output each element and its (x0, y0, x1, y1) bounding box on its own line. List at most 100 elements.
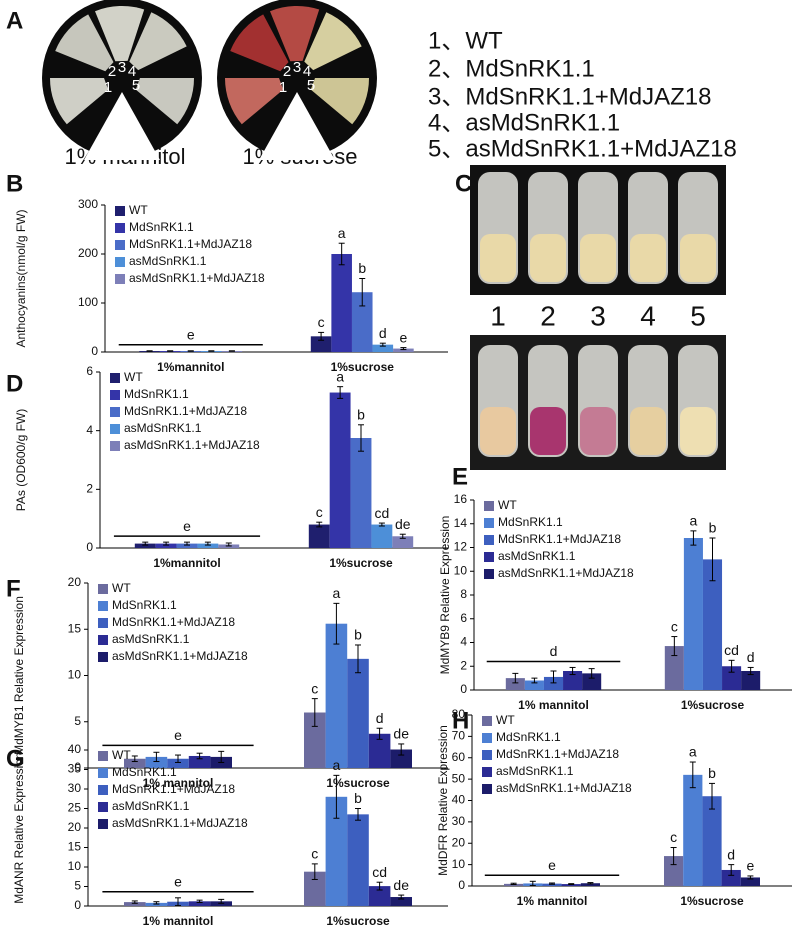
tube-number: 4 (640, 300, 656, 331)
x-tick-label: 1% mannitol (143, 776, 214, 790)
bar (390, 749, 412, 768)
y-axis-label: MdMYB9 Relative Expression (438, 516, 452, 675)
x-tick-label: 1%mannitol (157, 360, 224, 374)
bar (664, 856, 684, 886)
legend-label: asMdSnRK1.1+MdJAZ18 (129, 271, 265, 285)
plate-number: 3 (293, 59, 301, 76)
y-tick-label: 35 (68, 762, 82, 776)
y-tick-label: 15 (68, 840, 82, 854)
legend-item: 2、MdSnRK1.1 (428, 55, 595, 82)
bar (304, 712, 326, 768)
bar (134, 543, 156, 548)
legend-label: asMdSnRK1.1 (112, 632, 190, 646)
tube-liquid (680, 234, 716, 282)
legend-label: asMdSnRK1.1 (129, 254, 207, 268)
legend-label: MdSnRK1.1+MdJAZ18 (129, 237, 252, 251)
panel-label: F (6, 575, 21, 602)
legend-label: asMdSnRK1.1+MdJAZ18 (496, 781, 632, 795)
bar (683, 538, 703, 690)
tube-number: 5 (690, 300, 706, 331)
y-tick-label: 2 (460, 658, 467, 672)
legend-label: MdSnRK1.1+MdJAZ18 (496, 747, 619, 761)
y-tick-label: 10 (452, 857, 466, 871)
bar (124, 758, 146, 768)
seedling-sector (310, 78, 370, 125)
significance-letter: cd (372, 864, 387, 880)
y-tick-label: 12 (454, 540, 468, 554)
legend-swatch (484, 518, 494, 528)
bar (505, 678, 525, 690)
y-tick-label: 100 (78, 295, 98, 309)
legend-swatch (484, 569, 494, 579)
x-tick-label: 1% mannitol (143, 914, 214, 928)
legend-label: MdSnRK1.1 (112, 765, 177, 779)
y-tick-label: 30 (68, 781, 82, 795)
y-tick-label: 15 (68, 621, 82, 635)
bar (664, 646, 684, 690)
legend-label: MdSnRK1.1 (129, 220, 194, 234)
y-tick-label: 14 (454, 516, 468, 530)
bar (167, 758, 189, 768)
legend-swatch (98, 584, 108, 594)
bar (347, 658, 369, 768)
y-tick-label: 40 (68, 742, 82, 756)
plate-number: 2 (108, 63, 116, 80)
panel-label: H (452, 707, 469, 734)
legend-swatch (110, 373, 120, 383)
bar (347, 814, 369, 906)
y-axis-label: MdDFR Relative Expression (436, 725, 450, 876)
tube-liquid (480, 407, 516, 455)
x-tick-label: 1%mannitol (153, 556, 220, 570)
tube-liquid (630, 407, 666, 455)
legend-swatch (484, 552, 494, 562)
seedling-sector (270, 5, 320, 62)
legend-label: WT (124, 370, 143, 384)
x-tick-label: 1%sucrose (680, 894, 744, 908)
legend-swatch (484, 501, 494, 511)
y-tick-label: 50 (452, 771, 466, 785)
significance-letter: a (333, 757, 341, 773)
significance-letter: e (548, 857, 556, 873)
x-tick-label: 1% mannitol (518, 698, 589, 712)
y-tick-label: 8 (460, 587, 467, 601)
y-tick-label: 300 (78, 197, 98, 211)
bar (582, 673, 602, 690)
legend-swatch (98, 618, 108, 628)
y-tick-label: 6 (460, 611, 467, 625)
bar (308, 524, 330, 548)
legend-label: WT (496, 713, 515, 727)
y-tick-label: 10 (68, 859, 82, 873)
panel-label: E (452, 463, 468, 490)
bar (310, 336, 332, 352)
significance-letter: e (187, 326, 195, 342)
significance-letter: e (400, 329, 408, 345)
y-tick-label: 5 (74, 879, 81, 893)
significance-letter: e (174, 727, 182, 743)
tube-liquid (530, 407, 566, 455)
significance-letter: a (333, 585, 341, 601)
significance-letter: cd (724, 642, 739, 658)
seedling-sector (230, 14, 289, 72)
significance-letter: de (395, 516, 411, 532)
bar (368, 886, 391, 906)
legend-swatch (115, 223, 125, 233)
bar (368, 733, 391, 768)
bar (580, 883, 600, 886)
seedling-sector (49, 78, 109, 125)
legend-label: asMdSnRK1.1 (496, 764, 574, 778)
legend-label: MdSnRK1.1+MdJAZ18 (112, 615, 235, 629)
y-tick-label: 70 (452, 729, 466, 743)
legend-swatch (482, 733, 492, 743)
significance-letter: d (379, 325, 387, 341)
plate-notch (84, 92, 160, 160)
tube-liquid (530, 234, 566, 282)
bar (372, 344, 394, 352)
legend-swatch (110, 390, 120, 400)
legend-swatch (98, 751, 108, 761)
legend-swatch (98, 768, 108, 778)
significance-letter: b (354, 627, 362, 643)
y-tick-label: 16 (454, 492, 468, 506)
y-tick-label: 0 (91, 344, 98, 358)
plate-number: 1 (279, 79, 287, 96)
significance-letter: d (550, 643, 558, 659)
